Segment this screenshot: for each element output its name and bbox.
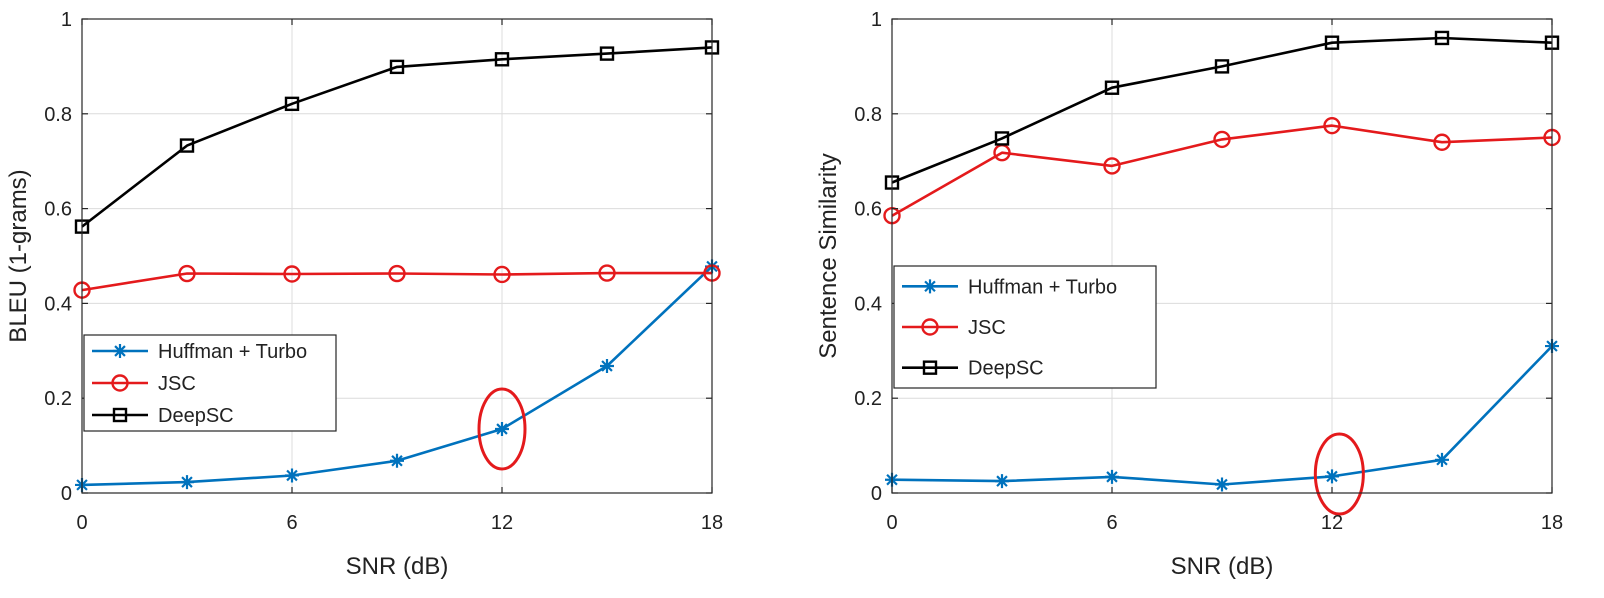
legend-label: DeepSC <box>158 405 234 427</box>
legend-label: DeepSC <box>968 358 1044 380</box>
data-point <box>1433 133 1451 151</box>
legend-swatch-marker <box>112 407 128 423</box>
legend-label: Huffman + Turbo <box>968 276 1117 298</box>
data-point <box>995 474 1009 489</box>
data-point <box>284 96 300 112</box>
series-line <box>891 36 1553 184</box>
data-point <box>1214 59 1230 74</box>
series-deepsc <box>74 40 720 234</box>
x-tick-label: 6 <box>1106 512 1117 534</box>
y-tick-label: 1 <box>871 9 882 31</box>
data-point <box>1213 130 1231 149</box>
data-point <box>1104 80 1120 95</box>
x-tick-label: 0 <box>76 512 87 534</box>
x-tick-label: 6 <box>286 512 297 534</box>
data-point <box>1324 35 1340 50</box>
y-axis-label: BLEU (1-grams) <box>5 169 32 342</box>
y-tick-label: 0 <box>61 483 72 505</box>
data-point <box>599 46 615 61</box>
data-point <box>180 475 194 490</box>
y-tick-label: 0.6 <box>854 199 882 221</box>
y-tick-label: 0.2 <box>854 388 882 410</box>
x-tick-label: 12 <box>491 512 513 534</box>
chart-panel-1: 0 6 12 18 0 0.2 0.4 0.6 0.8 1 SNR (dB) BLEU (1-gram… <box>5 9 723 580</box>
y-tick-label: 0.8 <box>854 104 882 126</box>
data-point <box>1105 469 1119 484</box>
series-deepsc <box>884 30 1560 190</box>
y-tick-label: 0.4 <box>44 293 72 315</box>
y-tick-label: 1 <box>61 9 72 31</box>
legend-item: DeepSC <box>92 405 234 427</box>
legend-item: Huffman + Turbo <box>92 341 307 363</box>
data-point <box>285 468 299 483</box>
data-point <box>598 264 616 282</box>
x-tick-label: 0 <box>886 512 897 534</box>
legend-item: JSC <box>902 317 1006 339</box>
x-tick-label: 12 <box>1321 512 1343 534</box>
data-point <box>994 131 1010 146</box>
data-point <box>1435 452 1449 467</box>
data-point <box>493 265 511 284</box>
data-point <box>1323 116 1341 135</box>
data-point <box>390 453 404 468</box>
axes-box <box>891 18 1553 494</box>
series-jsc <box>883 116 1561 225</box>
legend-label: Huffman + Turbo <box>158 341 307 363</box>
data-point <box>283 265 301 283</box>
data-point <box>1325 469 1339 484</box>
legend: Huffman + Turbo JSC DeepSC <box>83 334 337 432</box>
y-axis-label: Sentence Similarity <box>815 153 842 358</box>
legend-item: Huffman + Turbo <box>902 276 1117 298</box>
legend-item: DeepSC <box>902 358 1044 380</box>
legend-swatch-marker <box>923 279 937 294</box>
x-axis-label: SNR (dB) <box>346 553 449 580</box>
x-tick-label: 18 <box>1541 512 1563 534</box>
legend-item: JSC <box>92 373 196 395</box>
data-point <box>1215 477 1229 492</box>
plot-area <box>892 19 1552 493</box>
data-point <box>388 264 406 283</box>
legend-swatch-marker <box>921 318 939 336</box>
y-tick-label: 0.2 <box>44 388 72 410</box>
legend-swatch-marker <box>922 360 938 375</box>
legend: Huffman + Turbo JSC DeepSC <box>893 265 1157 389</box>
x-tick-label: 18 <box>701 512 723 534</box>
data-point <box>179 138 195 153</box>
data-point <box>495 422 509 437</box>
axes-box <box>81 18 713 494</box>
data-point <box>600 358 614 373</box>
legend-swatch-marker <box>113 344 127 358</box>
series-jsc <box>73 264 721 299</box>
x-axis-label: SNR (dB) <box>1171 553 1274 580</box>
annotation-ellipse <box>477 387 527 471</box>
series-line <box>81 46 713 228</box>
y-tick-label: 0.6 <box>44 199 72 221</box>
legend-label: JSC <box>968 317 1006 339</box>
series-line <box>891 124 1553 217</box>
y-tick-label: 0 <box>871 483 882 505</box>
data-point <box>1434 30 1450 46</box>
legend-swatch-marker <box>111 374 129 392</box>
y-tick-label: 0.8 <box>44 104 72 126</box>
series-line <box>81 271 712 292</box>
data-point <box>389 59 405 75</box>
chart-panel-2: 0 6 12 18 0 0.2 0.4 0.6 0.8 1 SNR (dB) Sentence Sim… <box>815 9 1563 580</box>
data-point <box>1103 157 1121 175</box>
annotation-ellipse <box>1313 432 1365 516</box>
data-point <box>494 52 510 67</box>
legend-label: JSC <box>158 373 196 395</box>
y-tick-label: 0.4 <box>854 293 882 315</box>
data-point <box>178 264 196 283</box>
